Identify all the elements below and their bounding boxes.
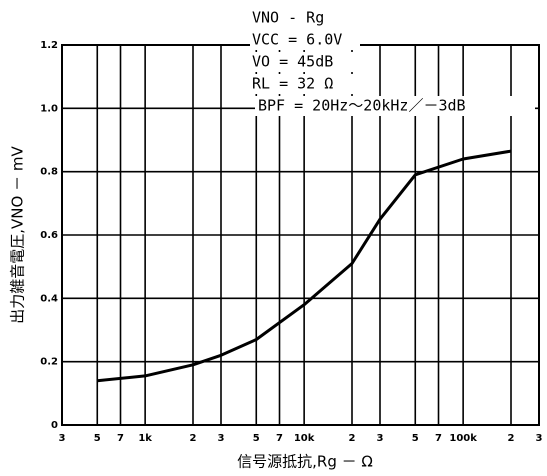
x-tick-label: 5 bbox=[253, 433, 260, 444]
annotation-bg bbox=[250, 30, 360, 50]
annotation: VCC = 6.0V bbox=[252, 31, 342, 49]
x-tick-label: 100k bbox=[449, 433, 477, 444]
x-tick-label: 3 bbox=[536, 433, 543, 444]
annotation-bg bbox=[250, 52, 360, 72]
x-tick-label: 3 bbox=[59, 433, 66, 444]
x-tick-label: 10k bbox=[294, 433, 315, 444]
x-tick-label: 2 bbox=[190, 433, 197, 444]
x-tick-label: 2 bbox=[508, 433, 515, 444]
x-tick-label: 7 bbox=[435, 433, 442, 444]
x-tick-label: 7 bbox=[276, 433, 283, 444]
y-tick-label: 1.0 bbox=[40, 103, 58, 114]
y-tick-label: 0 bbox=[51, 420, 58, 431]
y-tick-label: 0.6 bbox=[40, 230, 58, 241]
annotation-bg bbox=[255, 96, 535, 116]
x-tick-label: 5 bbox=[94, 433, 101, 444]
line bbox=[97, 149, 512, 383]
x-tick-label: 3 bbox=[377, 433, 384, 444]
y-axis-label: 出力雑音電圧,VNO － mV bbox=[9, 146, 27, 324]
x-tick-label: 3 bbox=[218, 433, 225, 444]
y-tick-label: 0.8 bbox=[40, 167, 58, 178]
x-tick-label: 1k bbox=[138, 433, 152, 444]
annotation: BPF = 20Hz～20kHz／－3dB bbox=[258, 97, 466, 115]
x-tick-label: 7 bbox=[117, 433, 124, 444]
annotation-bg bbox=[250, 8, 360, 28]
x-tick-label: 2 bbox=[349, 433, 356, 444]
annotation: RL = 32 Ω bbox=[252, 75, 333, 93]
x-tick-label: 5 bbox=[412, 433, 419, 444]
x-axis-label: 信号源抵抗,Rg － Ω bbox=[237, 453, 373, 471]
y-tick-label: 1.2 bbox=[40, 40, 58, 51]
annotation: VNO - Rg bbox=[252, 9, 324, 27]
annotation-bg bbox=[250, 74, 360, 94]
y-tick-label: 0.2 bbox=[40, 357, 58, 368]
annotation: VO = 45dB bbox=[252, 53, 333, 71]
y-tick-label: 0.4 bbox=[40, 293, 58, 304]
